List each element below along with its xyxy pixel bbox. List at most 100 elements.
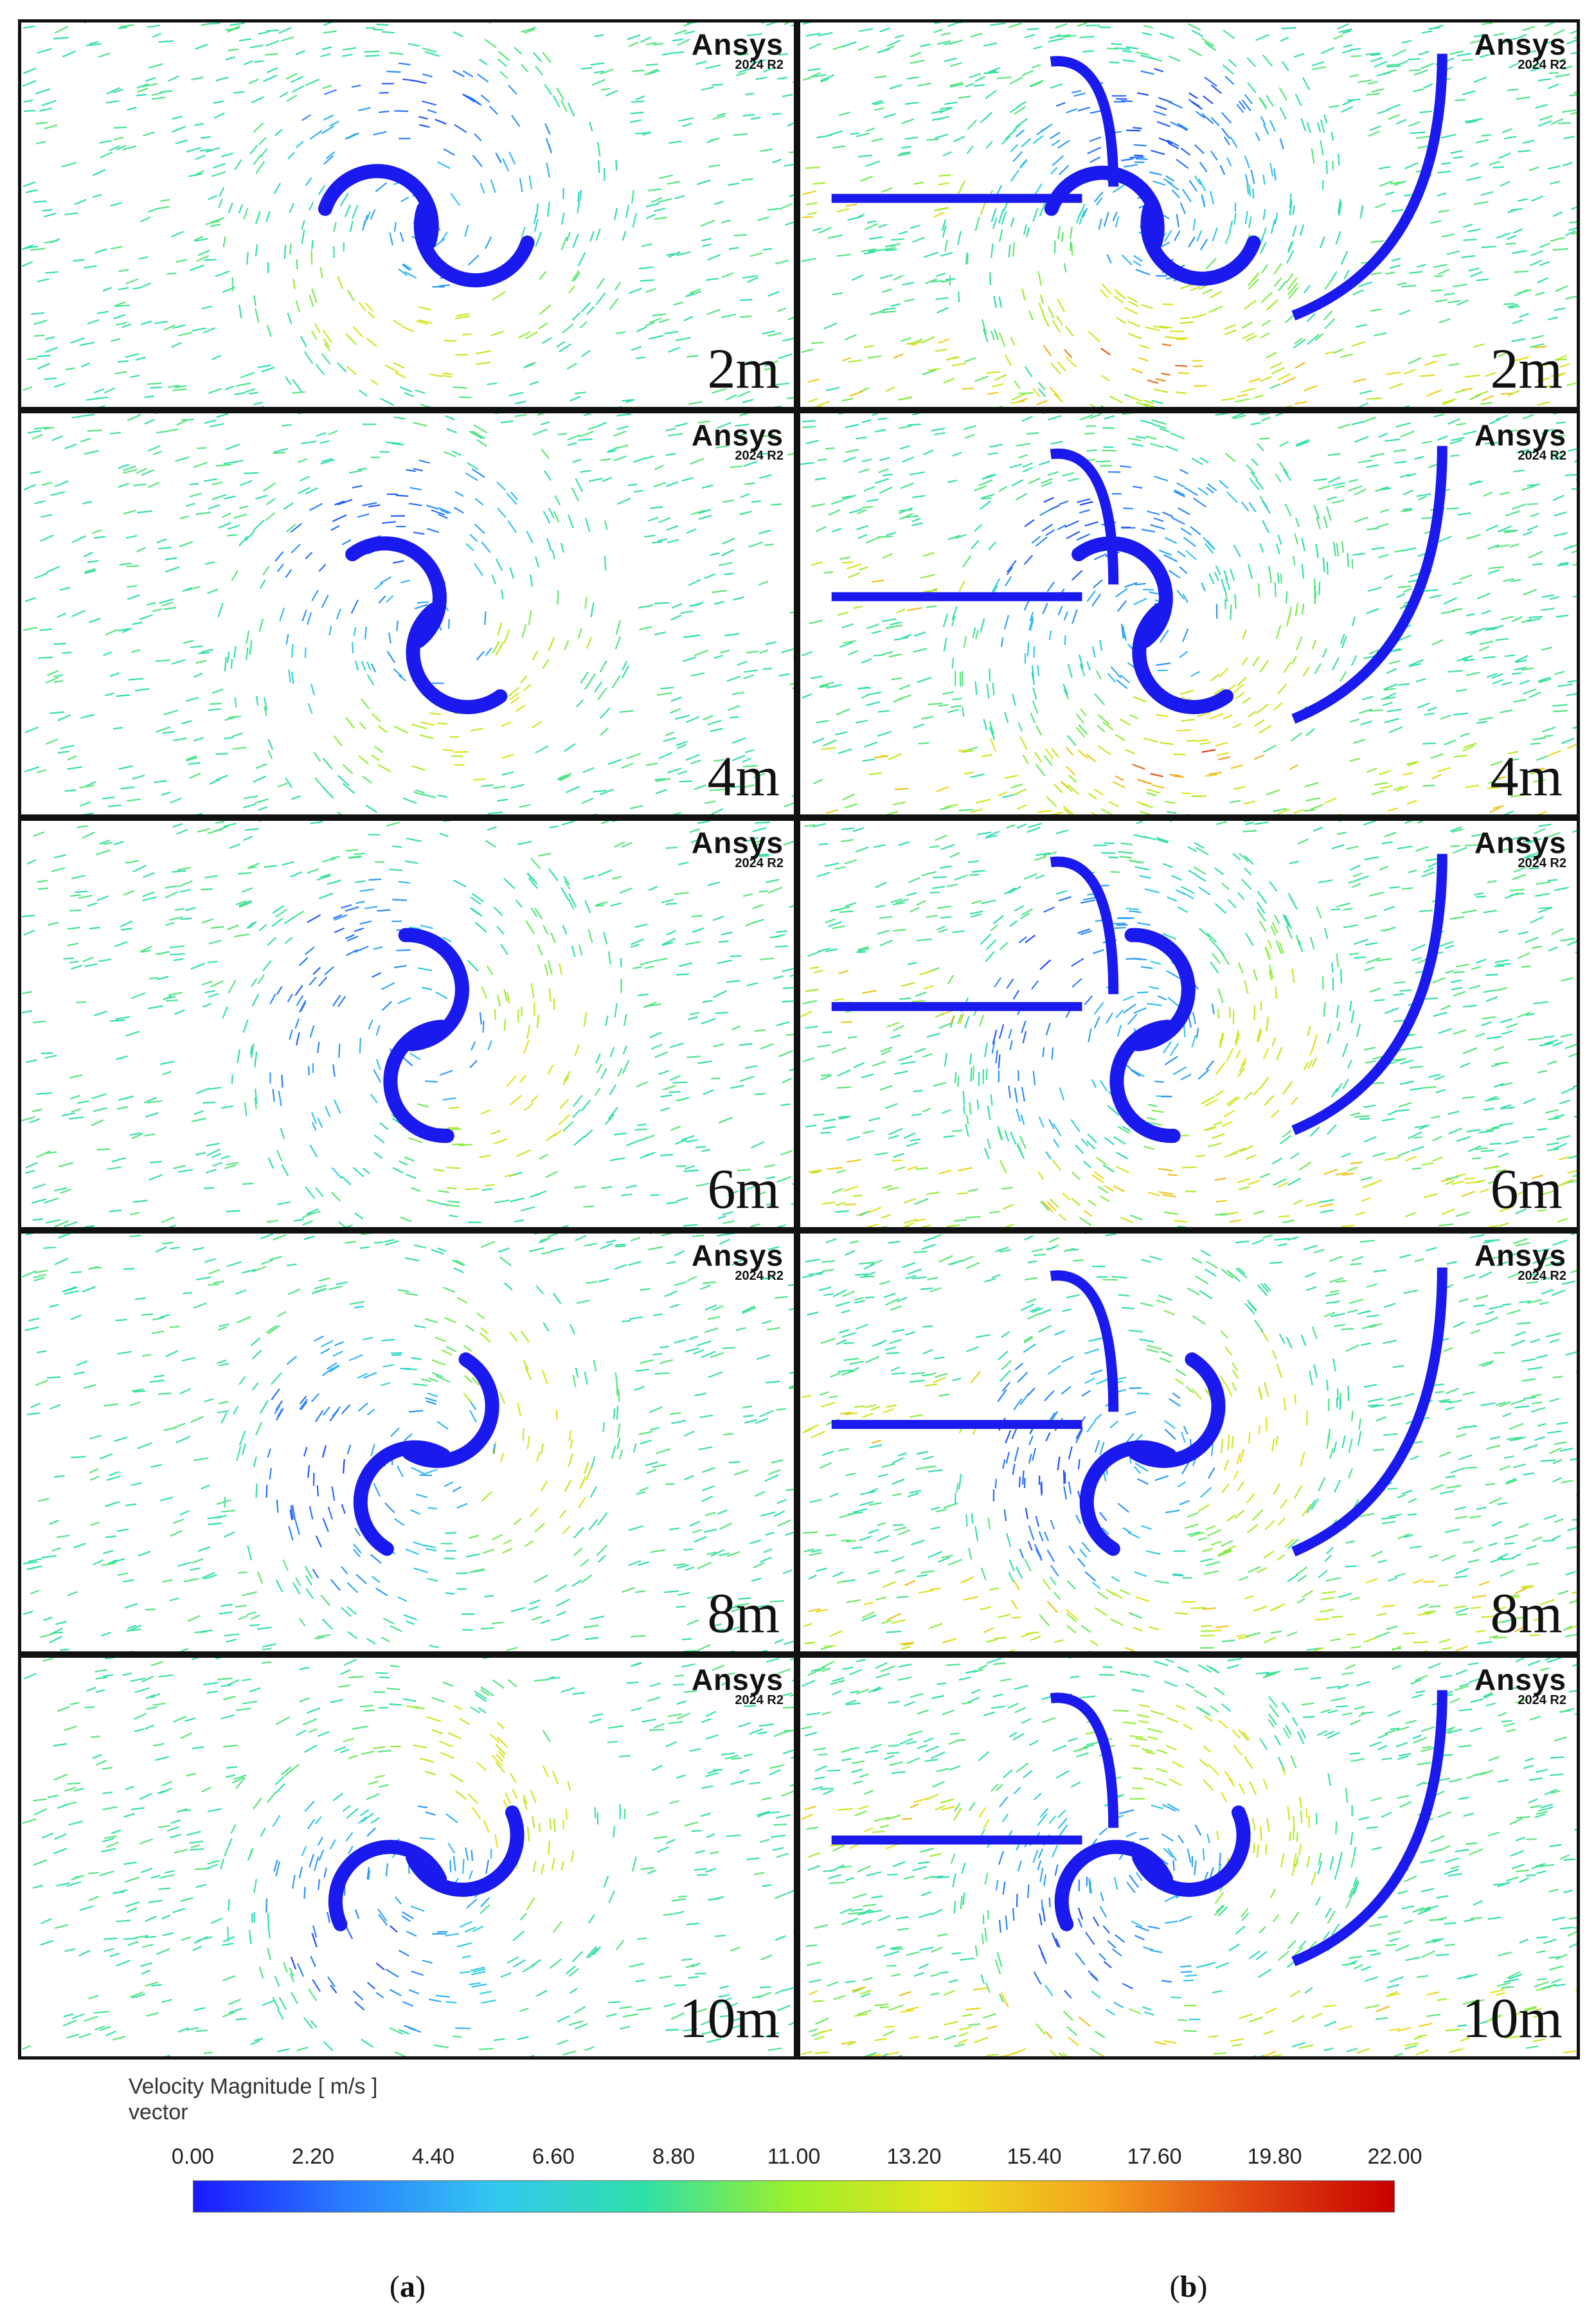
velocity-arrow <box>1201 749 1216 753</box>
velocity-arrow <box>1453 755 1468 758</box>
velocity-arrow <box>586 673 596 687</box>
velocity-arrow <box>70 1314 82 1320</box>
velocity-arrow <box>702 1485 715 1491</box>
velocity-arrow <box>1273 702 1283 711</box>
velocity-arrow <box>156 1948 170 1955</box>
velocity-arrow <box>598 1278 609 1283</box>
velocity-arrow <box>564 1479 572 1492</box>
velocity-arrow <box>1341 49 1352 54</box>
velocity-arrow <box>665 1741 677 1748</box>
velocity-arrow <box>535 66 543 76</box>
velocity-arrow <box>296 1963 305 1977</box>
velocity-arrow <box>289 1973 295 1982</box>
velocity-arrow <box>766 1658 780 1663</box>
velocity-arrow <box>555 1598 571 1607</box>
velocity-arrow <box>218 198 223 208</box>
velocity-arrow <box>249 44 264 49</box>
velocity-arrow <box>105 1501 120 1507</box>
velocity-arrow <box>1544 22 1556 27</box>
velocity-arrow <box>127 798 141 802</box>
velocity-arrow <box>298 413 303 415</box>
velocity-arrow <box>230 2057 242 2060</box>
velocity-arrow <box>276 986 283 995</box>
velocity-arrow <box>1248 216 1252 228</box>
velocity-arrow <box>472 1925 484 1932</box>
velocity-arrow <box>778 53 789 56</box>
velocity-arrow <box>411 723 427 730</box>
velocity-arrow <box>314 1288 327 1293</box>
velocity-arrow <box>242 1182 254 1185</box>
velocity-arrow <box>568 1968 579 1977</box>
velocity-arrow <box>226 1766 238 1769</box>
velocity-arrow <box>1350 718 1360 723</box>
velocity-arrow <box>46 1376 61 1379</box>
velocity-arrow <box>235 2018 247 2021</box>
velocity-arrow <box>638 604 654 609</box>
velocity-arrow <box>273 183 281 195</box>
velocity-arrow <box>53 674 64 678</box>
velocity-arrow <box>704 800 716 804</box>
velocity-arrow <box>93 388 104 394</box>
velocity-arrow <box>452 1486 462 1493</box>
velocity-arrow <box>41 1832 54 1839</box>
velocity-arrow <box>1224 323 1236 330</box>
velocity-arrow <box>980 201 987 215</box>
velocity-arrow <box>1209 713 1224 720</box>
velocity-arrow <box>205 1169 217 1174</box>
velocity-arrow <box>1556 57 1566 63</box>
velocity-arrow <box>562 1075 570 1086</box>
velocity-arrow <box>85 43 102 46</box>
velocity-arrow <box>590 1456 596 1469</box>
velocity-arrow <box>1077 22 1088 27</box>
velocity-arrow <box>163 1427 176 1432</box>
velocity-arrow <box>738 1597 751 1600</box>
velocity-arrow <box>445 1345 457 1352</box>
velocity-arrow <box>292 1505 296 1520</box>
velocity-arrow <box>1507 88 1518 91</box>
velocity-arrow <box>239 505 249 509</box>
velocity-arrow <box>1100 808 1113 814</box>
velocity-arrow <box>379 451 390 453</box>
velocity-arrow <box>1384 717 1399 724</box>
velocity-arrow <box>187 1615 201 1622</box>
velocity-arrow <box>352 1167 364 1178</box>
velocity-arrow <box>1287 240 1294 253</box>
velocity-arrow <box>1503 578 1515 582</box>
velocity-arrow <box>1152 325 1167 329</box>
velocity-arrow <box>1541 594 1555 598</box>
velocity-arrow <box>1559 562 1569 565</box>
velocity-arrow <box>649 1032 662 1039</box>
velocity-arrow <box>1322 557 1325 573</box>
velocity-arrow <box>112 726 123 730</box>
velocity-arrow <box>1452 581 1462 586</box>
velocity-arrow <box>353 1548 361 1557</box>
velocity-arrow <box>567 102 575 117</box>
velocity-arrow <box>1012 124 1021 131</box>
velocity-arrow <box>1286 273 1294 283</box>
velocity-arrow <box>373 130 387 136</box>
velocity-arrow <box>261 366 275 373</box>
velocity-arrow <box>1502 128 1512 134</box>
velocity-arrow <box>487 1040 493 1050</box>
velocity-arrow <box>1530 67 1542 72</box>
velocity-arrow <box>36 141 46 145</box>
velocity-arrow <box>735 1327 746 1331</box>
velocity-arrow <box>674 1138 687 1145</box>
velocity-arrow <box>1028 477 1041 485</box>
velocity-arrow <box>304 647 307 658</box>
velocity-arrow <box>63 957 74 960</box>
velocity-arrow <box>162 731 175 734</box>
velocity-arrow <box>189 492 202 498</box>
velocity-arrow <box>568 285 575 294</box>
velocity-arrow <box>242 1678 252 1682</box>
velocity-arrow <box>409 1052 421 1061</box>
velocity-arrow <box>517 841 532 845</box>
velocity-arrow <box>622 665 630 679</box>
velocity-arrow <box>830 499 843 505</box>
velocity-arrow <box>707 881 721 886</box>
velocity-arrow <box>744 1705 757 1707</box>
velocity-arrow <box>396 620 399 631</box>
velocity-arrow <box>881 186 893 193</box>
velocity-arrow <box>422 1959 433 1964</box>
velocity-arrow <box>1527 503 1539 505</box>
